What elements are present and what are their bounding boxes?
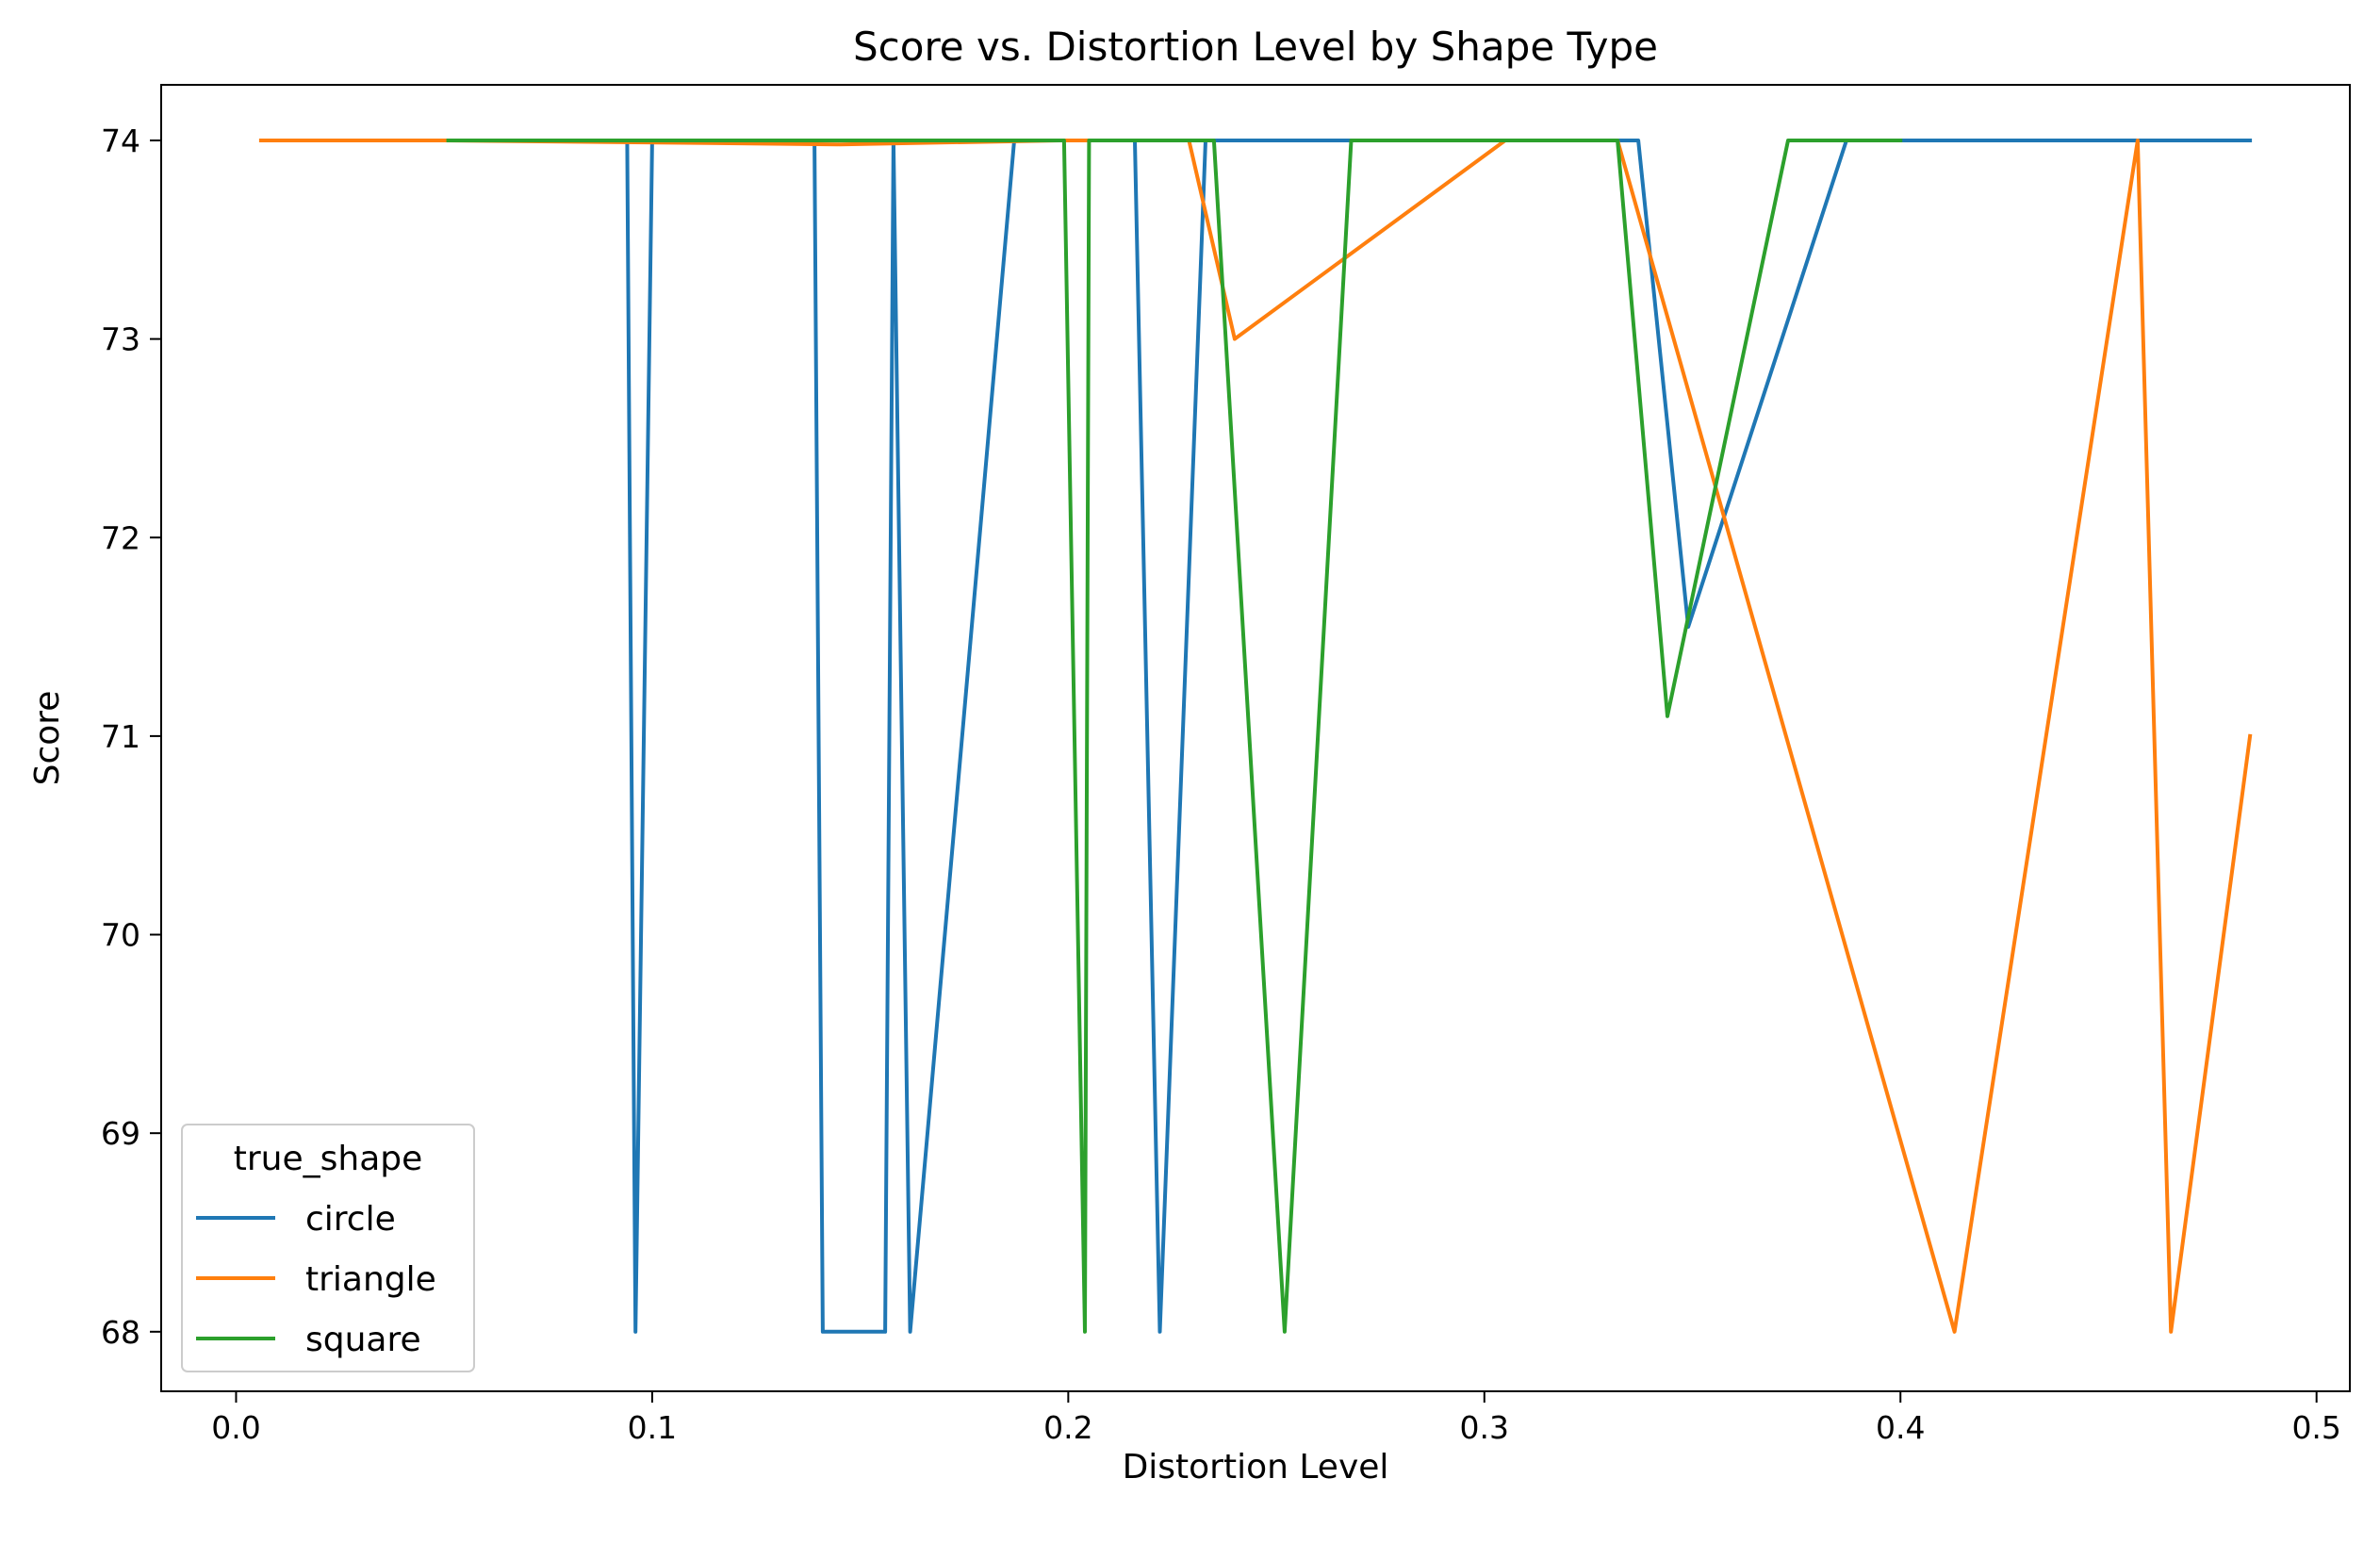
legend: true_shape circle triangle square [181,1124,475,1372]
legend-box [181,1124,475,1372]
y-tick-label: 72 [101,519,140,556]
legend-label-circle: circle [305,1200,396,1239]
legend-label-square: square [305,1321,421,1359]
x-tick-label: 0.0 [211,1409,260,1446]
series-layer [258,138,2253,1334]
y-axis-label: Score [28,691,67,786]
y-tick-label: 70 [101,917,140,954]
legend-entries: circle triangle square [196,1200,436,1359]
y-axis: 68 69 70 71 72 73 74 [101,123,161,1351]
legend-title: true_shape [234,1140,423,1178]
series-line-square [446,139,1903,1334]
plot-frame [160,84,2351,1392]
y-tick-label: 74 [101,123,140,159]
y-tick-label: 69 [101,1115,140,1152]
chart-title: Score vs. Distortion Level by Shape Type [853,24,1658,70]
y-tick-label: 68 [101,1314,140,1351]
x-tick-label: 0.5 [2291,1409,2340,1446]
x-axis: 0.0 0.1 0.2 0.3 0.4 0.5 [211,1391,2341,1446]
legend-label-triangle: triangle [305,1260,436,1299]
y-tick-label: 73 [101,321,140,358]
x-tick-label: 0.1 [628,1409,677,1446]
x-tick-label: 0.3 [1460,1409,1509,1446]
y-tick-label: 71 [101,718,140,755]
x-tick-label: 0.4 [1876,1409,1925,1446]
x-tick-label: 0.2 [1043,1409,1092,1446]
x-axis-label: Distortion Level [1123,1448,1389,1487]
series-line-triangle [258,139,2253,1334]
